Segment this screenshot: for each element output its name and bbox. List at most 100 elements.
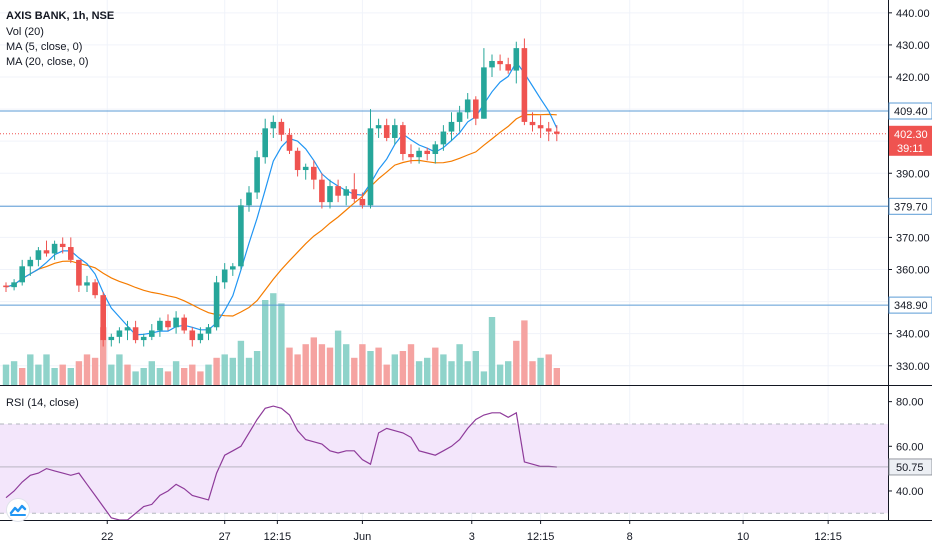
candle-body (481, 67, 487, 119)
volume-bar (488, 317, 496, 385)
volume-bar (189, 364, 196, 385)
candle-body (124, 327, 131, 331)
candle-body (489, 60, 495, 68)
candle-body (319, 179, 325, 203)
volume-bar (35, 364, 42, 385)
candle-body (181, 317, 187, 331)
price-tick-label: 420.00 (896, 72, 930, 84)
last-price-tag (889, 125, 932, 156)
volume-bar (108, 364, 115, 385)
candle-body (343, 189, 349, 196)
volume-bar (529, 361, 536, 385)
volume-bar (440, 354, 447, 385)
candle-body (92, 282, 98, 296)
candle-body (3, 285, 9, 288)
candle-body (100, 295, 106, 341)
candle-body (157, 320, 163, 331)
tradingview-logo-icon[interactable] (6, 498, 30, 522)
level-price-tag (888, 197, 932, 215)
volume-bar (448, 361, 455, 385)
volume-bar (521, 320, 528, 385)
candle-body (529, 121, 536, 126)
candle-body (116, 330, 123, 337)
volume-bar (2, 364, 10, 385)
candle-body (270, 121, 277, 129)
candle-body (221, 269, 228, 283)
candle-body (205, 327, 212, 334)
candle-body (254, 157, 260, 193)
volume-bar (237, 340, 245, 385)
volume-bar (229, 357, 236, 385)
candle-body (286, 134, 293, 151)
candle-body (408, 154, 414, 158)
volume-bar (132, 371, 139, 385)
volume-bar (472, 351, 479, 385)
candle-body (464, 99, 471, 113)
candle-body (311, 166, 317, 180)
volume-bar (294, 354, 301, 385)
candle-body (197, 333, 204, 341)
volume-bar (415, 361, 423, 385)
volume-bar (545, 354, 552, 385)
candle-body (448, 121, 455, 132)
candle-body (375, 125, 382, 129)
rsi-label[interactable]: RSI (14, close) (6, 397, 79, 409)
volume-bar (480, 371, 488, 385)
time-tick-label: 10 (737, 531, 749, 543)
volume-bar (140, 368, 147, 385)
volume-bar (383, 364, 390, 385)
price-tick-label: 330.00 (896, 361, 930, 373)
volume-bar (19, 368, 26, 385)
price-tick-label: 370.00 (896, 232, 930, 244)
volume-bar (326, 347, 334, 385)
volume-bar (10, 361, 18, 385)
volume-bar (164, 371, 172, 385)
time-tick-label: Jun (354, 531, 372, 543)
volume-bar (432, 347, 439, 385)
volume-bar (334, 330, 342, 385)
candle-body (43, 250, 50, 254)
indicator-ma5-label[interactable]: MA (5, close, 0) (6, 41, 83, 53)
volume-bar (124, 364, 131, 385)
candle-body (497, 60, 503, 65)
candle-body (132, 327, 139, 341)
rsi-tick-label: 80.00 (896, 397, 924, 409)
candle-body (27, 259, 34, 267)
volume-bar (156, 368, 164, 385)
candle-body (416, 150, 422, 158)
candle-body (367, 128, 374, 206)
volume-bar (407, 344, 415, 385)
candle-body (165, 320, 171, 328)
volume-bar (424, 357, 431, 385)
rsi-band (0, 423, 888, 514)
time-tick-label: 12:15 (527, 531, 555, 543)
volume-bar (83, 354, 91, 385)
price-tick-label: 340.00 (896, 329, 930, 341)
candle-body (521, 48, 528, 122)
candle-body (440, 131, 447, 145)
candle-body (173, 317, 179, 328)
volume-bar (75, 361, 83, 385)
level-price-tag (888, 296, 932, 314)
indicator-volume-label[interactable]: Vol (20) (6, 26, 44, 38)
volume-bar (213, 357, 220, 385)
candle-body (327, 186, 333, 203)
volume-bar (553, 368, 560, 385)
candle-body (189, 330, 196, 341)
candle-body (456, 112, 463, 122)
volume-bar (148, 361, 155, 385)
candle-body (149, 330, 155, 337)
price-tick-label: 360.00 (896, 265, 930, 277)
candle-body (262, 128, 268, 158)
volume-bar (318, 344, 326, 385)
indicator-ma20-label[interactable]: MA (20, close, 0) (6, 56, 89, 68)
candle-body (537, 125, 544, 129)
time-tick-label: 12:15 (814, 531, 842, 543)
candle-body (230, 266, 236, 270)
candle-body (213, 282, 220, 328)
volume-bar (116, 354, 123, 385)
ma5-line (5, 61, 558, 336)
volume-bar (464, 361, 471, 385)
price-tick-label: 390.00 (896, 168, 930, 180)
